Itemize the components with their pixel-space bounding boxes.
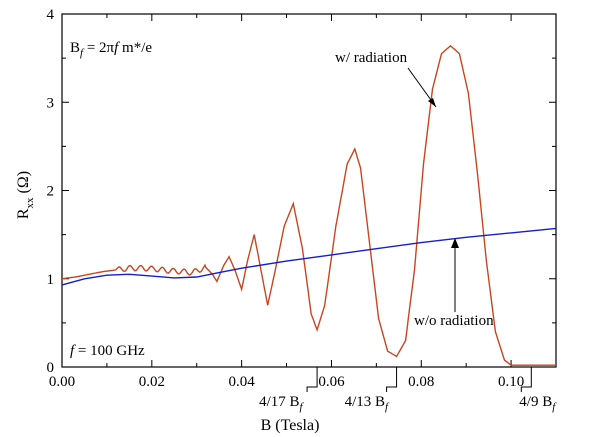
y-tick-label: 1 [47,272,55,288]
x-axis-label: B (Tesla) [261,417,320,434]
marker-1-label: 4/17 Bf [259,394,304,413]
marker-2-label: 4/13 Bf [345,394,390,413]
w-radiation-label: w/ radiation [335,50,408,66]
x-tick-label: 0.06 [318,374,345,390]
formula-annotation: Bf = 2πf m*/e [70,40,152,59]
wo-radiation-label: w/o radiation [414,313,494,329]
frequency-annotation: f = 100 GHz [70,343,145,359]
series-line-without-radiation [62,228,556,285]
w-radiation-arrowhead [428,98,436,107]
marker-3-label: 4/9 Bf [519,394,557,413]
axis-tick-labels: 0.00 0.02 0.04 0.06 0.08 0.10 0 1 2 3 4 [47,7,525,390]
x-tick-label: 0.10 [498,374,524,390]
y-axis-label: Rxx(Ω) [15,171,36,219]
marker-1-leader [307,367,317,392]
x-tick-label: 0.04 [229,374,256,390]
y-tick-label: 0 [47,360,55,376]
x-tick-label: 0.00 [49,374,75,390]
marker-2-leader [387,367,397,392]
x-tick-label: 0.08 [408,374,434,390]
y-tick-label: 3 [47,95,55,111]
x-tick-label: 0.02 [139,374,165,390]
y-tick-label: 4 [47,7,55,23]
y-tick-label: 2 [47,184,55,200]
